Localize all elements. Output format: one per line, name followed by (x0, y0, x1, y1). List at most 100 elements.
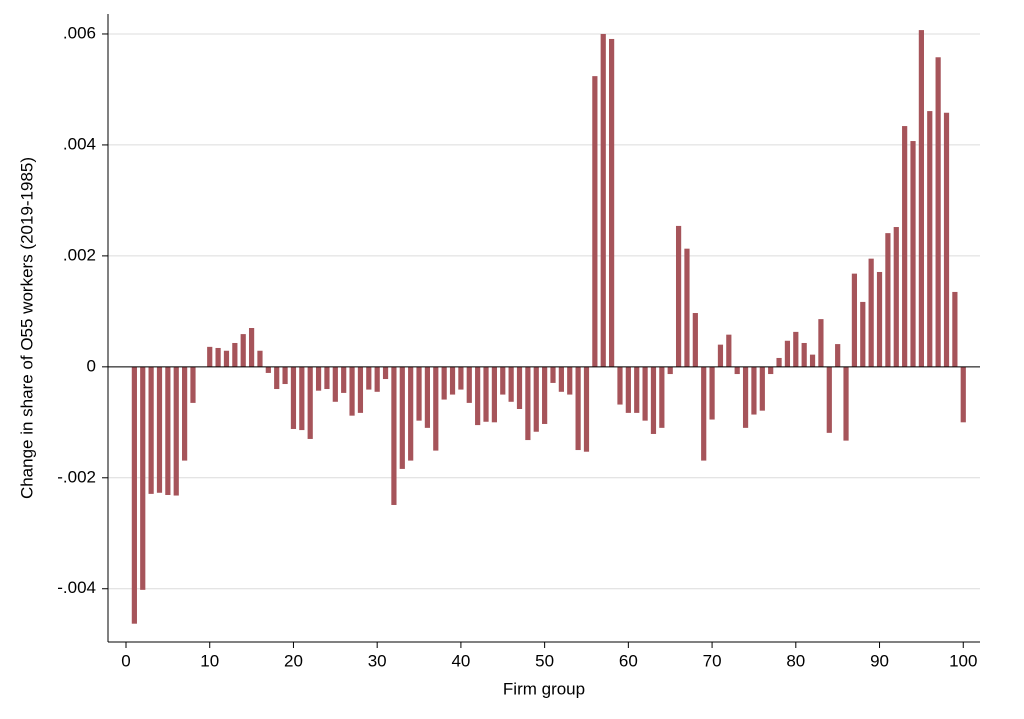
bar (742, 366, 749, 428)
bar (307, 366, 313, 439)
x-tick-label: 100 (949, 651, 977, 670)
bar (759, 366, 765, 411)
bar (399, 366, 405, 469)
bar (600, 33, 606, 367)
bar (885, 233, 891, 367)
x-tick-label: 80 (786, 651, 805, 670)
bar (215, 347, 221, 367)
bar (416, 366, 422, 421)
bar (583, 366, 590, 452)
bar (165, 366, 171, 495)
bar (617, 366, 623, 405)
bar (357, 366, 364, 413)
bar (140, 366, 146, 590)
bar (324, 366, 330, 390)
bar (609, 38, 615, 367)
bar (876, 271, 883, 367)
x-tick-label: 90 (870, 651, 889, 670)
y-tick-label: .006 (63, 23, 96, 42)
bar (466, 366, 472, 403)
bar (516, 366, 523, 409)
x-tick-label: 20 (284, 651, 303, 670)
bar (918, 30, 924, 367)
bar (843, 366, 849, 441)
bar (567, 366, 573, 395)
bar (659, 366, 665, 428)
bar (902, 126, 908, 367)
bar (642, 366, 648, 421)
bar (374, 366, 380, 392)
bar (768, 366, 774, 375)
bar (458, 366, 464, 390)
bar (156, 366, 163, 493)
bar (684, 248, 690, 367)
y-tick-label: .002 (63, 245, 96, 264)
bar (793, 331, 799, 367)
bar (809, 354, 816, 367)
bar (349, 366, 355, 416)
bar (558, 366, 564, 392)
bar (491, 366, 497, 423)
bar (550, 366, 556, 383)
x-tick-label: 30 (368, 651, 387, 670)
bar (265, 366, 271, 373)
bar (675, 225, 682, 367)
bar (592, 76, 598, 367)
bar (341, 366, 347, 393)
x-tick-label: 70 (703, 651, 722, 670)
bar (332, 366, 338, 402)
x-tick-label: 60 (619, 651, 638, 670)
bar (751, 366, 757, 415)
bar (408, 366, 414, 461)
bar (433, 366, 439, 451)
bar (734, 366, 740, 375)
bar (366, 366, 372, 390)
bar (935, 57, 941, 367)
x-axis-label: Firm group (503, 679, 585, 698)
bar (893, 227, 899, 367)
bar (726, 334, 732, 367)
x-tick-label: 0 (121, 651, 130, 670)
bar (801, 342, 807, 367)
y-tick-label: 0 (87, 356, 96, 375)
bar (190, 366, 196, 403)
y-tick-label: -.004 (57, 578, 96, 597)
bar (449, 366, 456, 395)
bar (299, 366, 305, 431)
bar (173, 366, 179, 496)
bar (826, 366, 832, 433)
bar (223, 350, 230, 367)
bar (441, 366, 447, 400)
bar (851, 273, 858, 367)
y-axis-label: Change in share of O55 workers (2019-198… (17, 157, 36, 499)
x-tick-label: 10 (200, 651, 219, 670)
bar (709, 366, 715, 420)
bar (868, 258, 874, 367)
bar (692, 313, 698, 367)
bar (391, 366, 397, 505)
bar (860, 301, 866, 367)
bar (282, 366, 288, 385)
bar (943, 112, 950, 367)
bar (952, 291, 958, 367)
bar (818, 319, 824, 367)
x-tick-label: 40 (451, 651, 470, 670)
bar (508, 366, 514, 402)
bar (927, 111, 933, 367)
bar (625, 366, 631, 413)
bar (248, 328, 255, 367)
bar (424, 366, 431, 428)
bar (274, 366, 280, 390)
bar (960, 366, 966, 423)
bar (232, 342, 238, 367)
bar (148, 366, 154, 494)
y-tick-label: -.002 (57, 467, 96, 486)
bar (701, 366, 707, 461)
bar (131, 366, 137, 624)
bar (382, 366, 389, 380)
bar (525, 366, 531, 441)
bar (575, 366, 581, 451)
bar (784, 340, 791, 367)
bar (717, 344, 724, 367)
